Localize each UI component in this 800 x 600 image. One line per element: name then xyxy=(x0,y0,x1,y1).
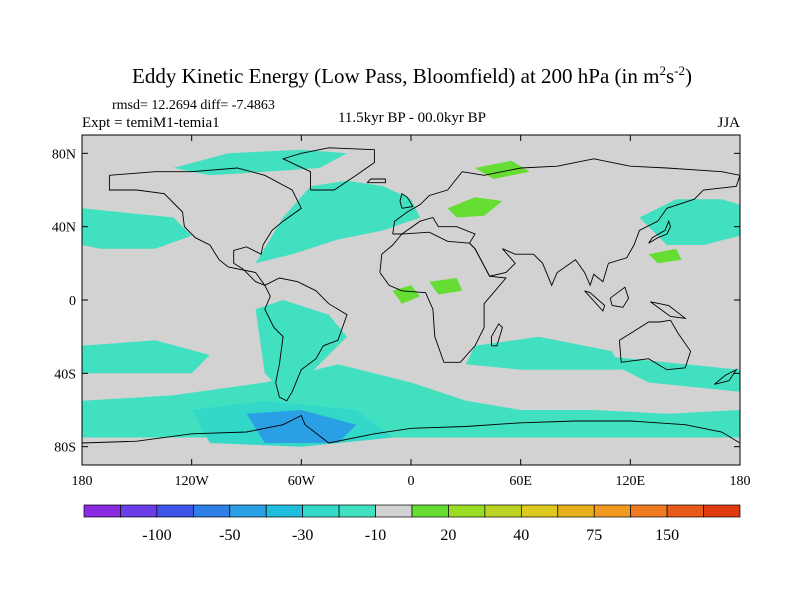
x-tick-label: 60W xyxy=(288,474,316,489)
colorbar-label: 75 xyxy=(586,527,602,544)
coastline-madagascar xyxy=(490,323,503,347)
x-tick-label: 180 xyxy=(72,474,93,489)
x-tick-label: 120E xyxy=(616,474,646,489)
colorbar-swatch xyxy=(265,504,304,518)
period-label: 11.5kyr BP - 00.0kyr BP xyxy=(338,110,486,126)
colorbar-swatch xyxy=(375,504,413,518)
title-main: Eddy Kinetic Energy (Low Pass, Bloomfiel… xyxy=(132,64,659,88)
coastline-borneo xyxy=(609,286,629,308)
coastline-north-america xyxy=(108,167,302,287)
field-region-australia-band xyxy=(593,355,740,392)
y-tick-label: 80N xyxy=(52,147,76,162)
x-tick-label: 60E xyxy=(509,474,532,489)
coastline-greenland xyxy=(281,147,375,191)
colorbar-swatch xyxy=(338,504,376,518)
x-tick-label: 180 xyxy=(730,474,751,489)
coastline-south-america xyxy=(264,277,348,402)
y-tick-label: 40N xyxy=(52,221,76,236)
x-axis-ticks: 180 120W 60W 0 60E 120E 180 xyxy=(72,135,751,489)
colorbar: -100 -50 -30 -10 20 40 75 150 xyxy=(83,504,741,544)
colorbar-label: 20 xyxy=(440,527,456,544)
field-region-eurasia-green-2 xyxy=(447,197,503,218)
y-axis-ticks: 80N 40N 0 40S 80S xyxy=(52,147,740,456)
title-sup2: -2 xyxy=(674,63,685,78)
colorbar-swatch xyxy=(302,504,340,518)
colorbar-swatch xyxy=(484,504,522,518)
stats-label: rmsd= 12.2694 diff= -7.4863 xyxy=(112,98,275,113)
coastline-australia xyxy=(618,319,692,371)
coastline-iceland xyxy=(366,178,386,184)
colorbar-swatch xyxy=(448,504,486,518)
field-region-w-pacific xyxy=(639,199,740,245)
y-tick-label: 40S xyxy=(54,367,76,382)
y-tick-label: 0 xyxy=(69,294,76,309)
colorbar-swatch xyxy=(192,504,231,518)
colorbar-swatch xyxy=(83,504,121,518)
field-region-w-pacific-green xyxy=(648,248,682,264)
colorbar-swatch xyxy=(666,504,704,518)
field-region-s-pacific-band xyxy=(82,340,210,374)
main-title: Eddy Kinetic Energy (Low Pass, Bloomfiel… xyxy=(132,63,692,88)
colorbar-swatch xyxy=(120,504,158,518)
x-tick-label: 0 xyxy=(408,474,415,489)
coastline-sumatra xyxy=(584,290,606,312)
colorbar-label: -10 xyxy=(365,527,386,544)
y-tick-label: 80S xyxy=(54,441,76,456)
x-tick-label: 120W xyxy=(175,474,210,489)
season-label: JJA xyxy=(717,115,740,131)
colorbar-swatch xyxy=(229,504,267,518)
field-region-n-pacific xyxy=(82,208,192,249)
title-mid: s xyxy=(666,64,674,88)
colorbar-swatch xyxy=(630,504,668,518)
colorbar-swatch xyxy=(411,504,449,518)
field-region-central-africa-green xyxy=(429,278,463,295)
coastline-antarctica xyxy=(82,414,740,444)
colorbar-swatch xyxy=(156,504,194,518)
field-region-africa-band xyxy=(465,336,622,370)
experiment-label: Expt = temiM1-temia1 xyxy=(82,115,220,131)
title-close: ) xyxy=(685,64,692,88)
colorbar-label: -30 xyxy=(292,527,313,544)
title-sup1: 2 xyxy=(659,63,666,78)
field-region-s-atlantic-deep xyxy=(246,410,357,443)
colorbar-swatch xyxy=(520,504,559,518)
coastline-uk xyxy=(399,192,414,209)
field-region-n-atlantic xyxy=(255,180,421,264)
map-plot: 180 120W 60W 0 60E 120E 180 80N 40N 0 40S 80S xyxy=(52,134,751,489)
coastline-new-guinea xyxy=(650,301,687,319)
colorbar-label: 40 xyxy=(513,527,529,544)
coastline-africa xyxy=(379,231,507,363)
colorbar-label: 150 xyxy=(655,527,679,544)
coastline-japan xyxy=(648,219,671,244)
colorbar-label: -50 xyxy=(219,527,240,544)
coastline-new-zealand xyxy=(714,368,738,385)
colorbar-swatch xyxy=(557,504,595,518)
coastline-layer xyxy=(82,147,740,444)
colorbar-label: -100 xyxy=(142,527,171,544)
colorbar-swatch xyxy=(703,504,741,518)
colorbar-swatch xyxy=(593,504,632,518)
